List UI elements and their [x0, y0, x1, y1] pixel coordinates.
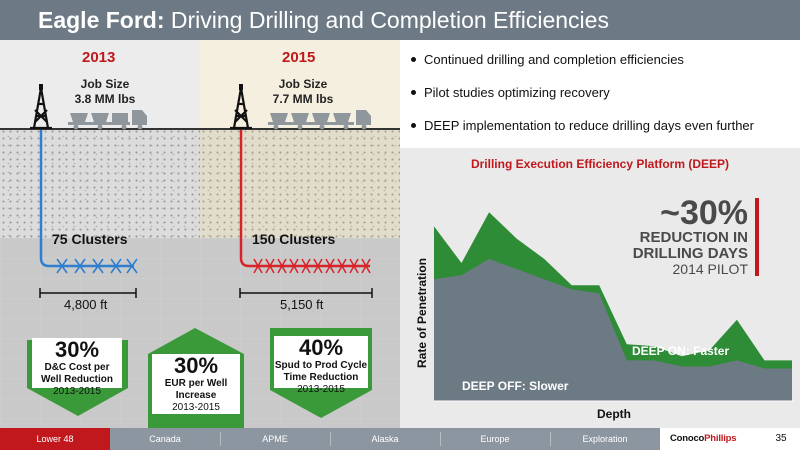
metric-dc-cost: 30% D&C Cost per Well Reduction 2013-201… [32, 338, 122, 397]
job-size-2015: Job Size 7.7 MM lbs [272, 77, 334, 106]
deep-chart: Drilling Execution Efficiency Platform (… [400, 148, 800, 428]
page-title: Eagle Ford: Driving Drilling and Complet… [38, 7, 609, 33]
bullet-item: Pilot studies optimizing recovery [411, 85, 610, 100]
tab-divider [550, 432, 551, 446]
tab-divider [220, 432, 221, 446]
company-logo: ConocoPhillips [670, 433, 737, 444]
lateral-length-2015: 5,150 ft [280, 297, 324, 312]
bullet-dot-icon [411, 57, 416, 63]
title-bar: Eagle Ford: Driving Drilling and Complet… [0, 0, 800, 40]
year-2015-label: 2015 [282, 49, 316, 66]
footer-tab-canada[interactable]: Canada [149, 434, 181, 444]
bullet-item: DEEP implementation to reduce drilling d… [411, 118, 754, 133]
clusters-2015: 150 Clusters [252, 231, 336, 247]
label-deep-on: DEEP ON: Faster [632, 344, 729, 358]
x-axis-label: Depth [597, 407, 631, 421]
y-axis-label: Rate of Penetration [415, 258, 429, 368]
page-number: 35 [762, 428, 800, 450]
rig-crown [39, 84, 43, 90]
subsurface-2015 [200, 128, 400, 238]
footer-nav: Lower 48 Canada APME Alaska Europe Explo… [0, 428, 800, 450]
tab-divider [330, 432, 331, 446]
frac-truck-icon [268, 110, 371, 130]
callout-percent: ~30% [660, 194, 748, 232]
wellbore-2015 [239, 130, 370, 268]
year-2013-label: 2013 [82, 49, 116, 66]
footer-tab-europe[interactable]: Europe [480, 434, 510, 444]
footer-tab-exploration[interactable]: Exploration [582, 434, 628, 444]
frac-clusters-2015 [253, 258, 371, 274]
well-comparison-panel: 2013 2015 Job Size 3.8 MM lbs Job Size 7.7… [0, 40, 400, 428]
footer-tab-lower-48[interactable]: Lower 48 [0, 428, 110, 450]
distance-ruler-2013 [39, 288, 137, 298]
lateral-length-2013: 4,800 ft [64, 297, 108, 312]
drilling-rig-icon [230, 87, 252, 130]
callout-accent-bar [755, 198, 759, 276]
bullet-dot-icon [411, 123, 416, 129]
frac-clusters-2013 [56, 258, 138, 274]
label-deep-off: DEEP OFF: Slower [462, 379, 569, 393]
wellbore-2013 [39, 130, 134, 268]
callout-line2: DRILLING DAYS [633, 245, 748, 262]
tab-divider [440, 432, 441, 446]
chart-title: Drilling Execution Efficiency Platform (… [470, 157, 730, 171]
job-size-2013: Job Size 3.8 MM lbs [74, 77, 136, 106]
clusters-2013: 75 Clusters [52, 231, 128, 247]
footer-tab-alaska[interactable]: Alaska [371, 434, 399, 444]
metric-eur-increase: 30% EUR per Well Increase 2013-2015 [152, 354, 240, 414]
subsurface-2013 [0, 128, 200, 238]
bullet-item: Continued drilling and completion effici… [411, 52, 684, 67]
footer-tab-apme[interactable]: APME [262, 434, 288, 444]
chart-svg: ~30% REDUCTION IN DRILLING DAYS 2014 PIL… [415, 194, 794, 421]
frac-truck-icon [68, 110, 147, 130]
logo-background [660, 428, 762, 450]
bullet-dot-icon [411, 90, 416, 96]
series-deep-off-area [434, 258, 792, 401]
metric-cycle-time: 40% Spud to Prod Cycle Time Reduction 20… [274, 335, 368, 395]
callout-line3: 2014 PILOT [673, 261, 749, 277]
drilling-rig-icon [30, 87, 52, 130]
callout-line1: REDUCTION IN [640, 229, 748, 246]
distance-ruler-2015 [239, 288, 373, 298]
ground-line [0, 128, 400, 130]
